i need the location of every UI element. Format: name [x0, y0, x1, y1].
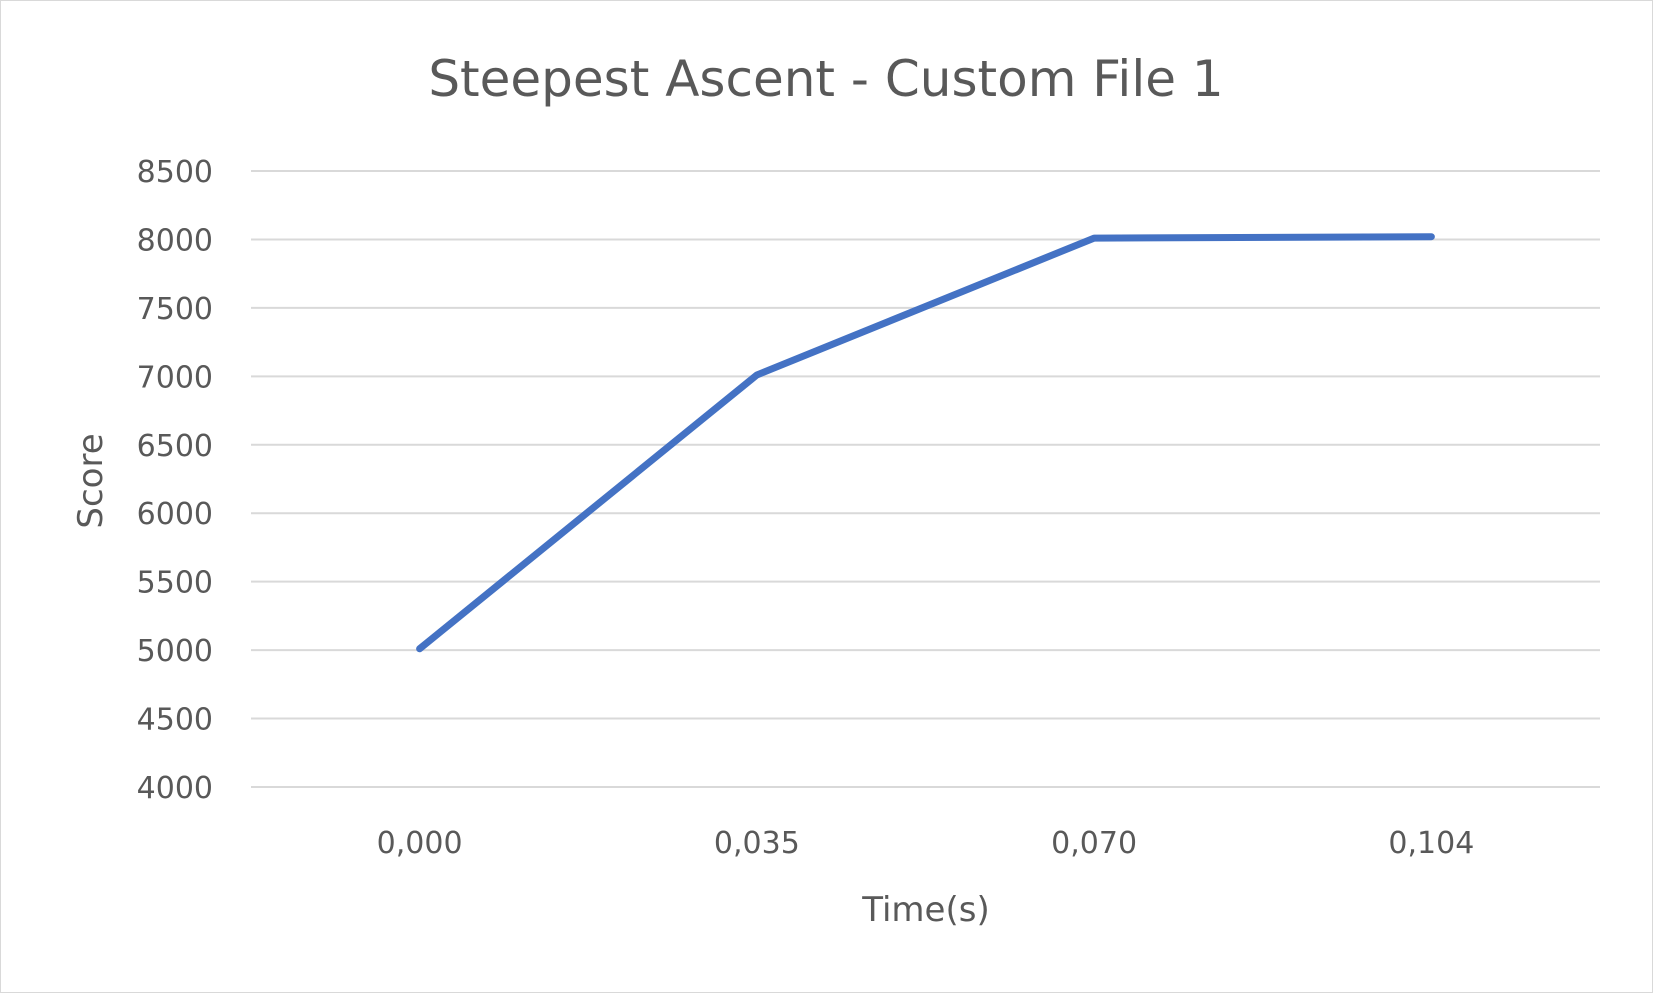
- x-tick-label: 0,035: [714, 826, 800, 861]
- y-tick-label: 5000: [137, 634, 213, 669]
- y-axis-title: Score: [71, 433, 111, 528]
- y-tick-label: 7500: [137, 292, 213, 327]
- series-line: [416, 233, 1435, 653]
- gridlines: [251, 170, 1600, 788]
- x-axis-ticks: 0,000 0,035 0,070 0,104: [377, 826, 1475, 861]
- y-tick-label: 7000: [137, 360, 213, 395]
- x-axis-title: Time(s): [861, 890, 989, 930]
- y-tick-label: 5500: [137, 566, 213, 601]
- y-tick-label: 4500: [137, 703, 213, 738]
- y-tick-label: 6500: [137, 429, 213, 464]
- y-tick-label: 6000: [137, 497, 213, 532]
- y-tick-label: 8000: [137, 223, 213, 258]
- y-tick-label: 4000: [137, 771, 213, 806]
- x-tick-label: 0,070: [1051, 826, 1137, 861]
- chart-title: Steepest Ascent - Custom File 1: [428, 50, 1223, 108]
- x-tick-label: 0,104: [1388, 826, 1474, 861]
- series-group: [416, 233, 1435, 653]
- y-tick-label: 8500: [137, 155, 213, 190]
- x-tick-label: 0,000: [377, 826, 463, 861]
- y-axis-ticks: 4000 4500 5000 5500 6000 6500 7000 7500 8000 8500: [137, 155, 213, 806]
